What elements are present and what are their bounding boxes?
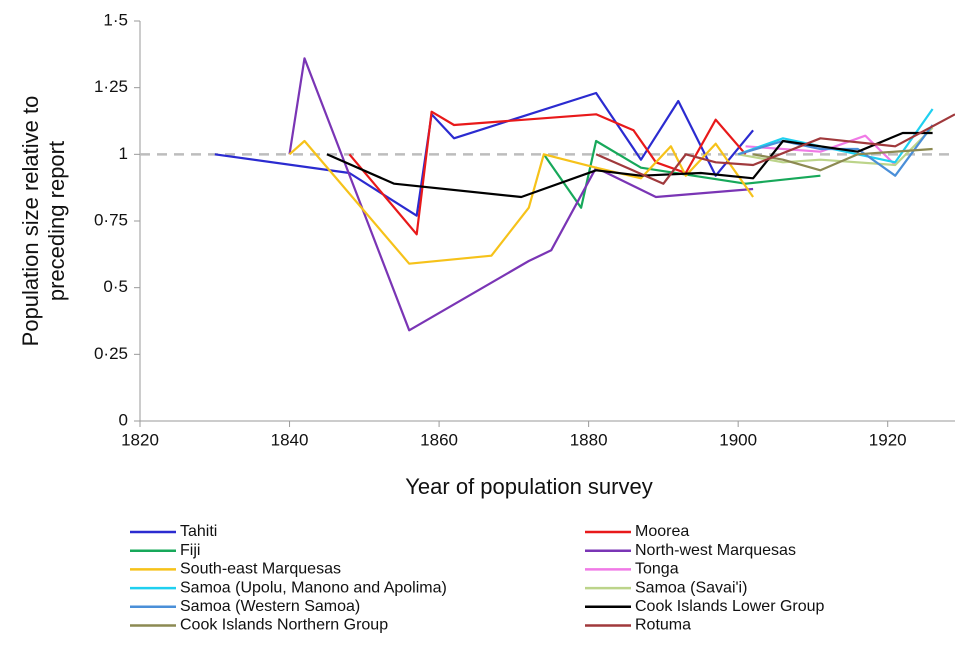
- x-tick-label: 1840: [271, 430, 309, 449]
- series-line: [595, 113, 955, 185]
- legend-label: Tahiti: [180, 523, 217, 540]
- series-line: [737, 108, 934, 164]
- y-axis-title: preceding report: [44, 141, 69, 301]
- y-tick-label: 0: [119, 410, 128, 429]
- series-line: [542, 139, 821, 209]
- y-tick-label: 0·25: [94, 344, 128, 363]
- legend-label: Cook Islands Lower Group: [635, 598, 825, 615]
- series-line: [745, 134, 896, 166]
- y-tick-label: 0·75: [94, 210, 128, 229]
- legend-label: Samoa (Upolu, Manono and Apolima): [180, 579, 447, 596]
- series-line: [288, 57, 754, 332]
- legend-label: Samoa (Western Samoa): [180, 598, 360, 615]
- legend-label: Rotuma: [635, 617, 691, 634]
- y-axis-title: Population size relative to: [18, 96, 43, 347]
- legend-label: South-east Marquesas: [180, 561, 341, 578]
- legend-label: Tonga: [635, 561, 679, 578]
- legend-label: North-west Marquesas: [635, 542, 796, 559]
- legend-label: Fiji: [180, 542, 200, 559]
- y-tick-label: 0·5: [103, 277, 128, 296]
- x-tick-label: 1900: [719, 430, 757, 449]
- x-tick-label: 1880: [570, 430, 608, 449]
- legend-label: Moorea: [635, 523, 689, 540]
- x-axis-title: Year of population survey: [405, 474, 652, 499]
- series-line: [348, 110, 747, 236]
- x-tick-label: 1920: [869, 430, 907, 449]
- x-tick-label: 1820: [121, 430, 159, 449]
- series-line: [326, 131, 933, 199]
- series-line: [288, 139, 755, 265]
- y-tick-label: 1·5: [103, 10, 128, 29]
- y-tick-label: 1·25: [94, 77, 128, 96]
- y-tick-label: 1: [119, 144, 128, 163]
- legend-label: Samoa (Savai'i): [635, 579, 747, 596]
- legend-label: Cook Islands Northern Group: [180, 617, 388, 634]
- x-tick-label: 1860: [420, 430, 458, 449]
